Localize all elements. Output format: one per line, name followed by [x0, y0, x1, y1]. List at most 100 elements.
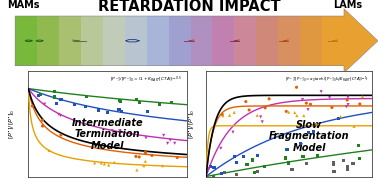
Point: [305, 131, 311, 134]
Point: [219, 172, 225, 175]
Point: [262, 106, 268, 109]
Polygon shape: [37, 16, 59, 66]
Point: [254, 114, 260, 117]
Point: [294, 114, 300, 117]
Point: [164, 142, 170, 145]
Point: [300, 155, 306, 158]
Point: [222, 171, 228, 173]
Polygon shape: [256, 16, 278, 66]
Point: [109, 129, 115, 132]
Polygon shape: [322, 16, 344, 66]
Point: [335, 117, 341, 120]
Polygon shape: [169, 16, 191, 66]
Point: [29, 105, 36, 108]
Point: [226, 114, 232, 117]
Point: [359, 95, 366, 98]
Y-axis label: $[P^{\bullet}]/[P^{\bullet}]_0$: $[P^{\bullet}]/[P^{\bullet}]_0$: [7, 108, 15, 139]
Point: [318, 90, 324, 93]
Point: [307, 103, 313, 106]
Polygon shape: [15, 16, 37, 66]
Point: [117, 130, 123, 132]
Point: [301, 114, 307, 117]
Point: [136, 155, 142, 158]
Point: [311, 130, 317, 133]
Point: [327, 96, 333, 99]
Point: [58, 98, 64, 101]
Point: [240, 155, 246, 158]
Point: [46, 149, 52, 152]
Polygon shape: [300, 16, 322, 66]
Point: [101, 162, 107, 165]
Point: [143, 160, 149, 163]
Polygon shape: [191, 16, 212, 66]
Polygon shape: [103, 16, 125, 66]
Point: [345, 165, 351, 168]
Point: [329, 106, 335, 109]
Point: [249, 159, 255, 161]
Point: [234, 173, 240, 176]
Point: [297, 142, 303, 145]
Point: [266, 97, 272, 100]
Point: [104, 111, 110, 114]
Point: [143, 151, 149, 154]
Point: [167, 139, 173, 142]
Point: [144, 110, 150, 113]
Point: [91, 161, 98, 164]
Polygon shape: [147, 16, 169, 66]
Point: [258, 115, 264, 118]
Point: [39, 119, 45, 122]
Point: [282, 157, 288, 159]
Text: RETARDATION IMPACT: RETARDATION IMPACT: [98, 0, 280, 13]
Point: [283, 148, 289, 151]
Polygon shape: [212, 16, 234, 66]
Point: [134, 169, 140, 171]
Point: [133, 155, 139, 158]
Point: [117, 99, 123, 102]
Point: [246, 108, 252, 111]
Polygon shape: [59, 16, 81, 66]
Point: [234, 161, 240, 164]
Point: [51, 90, 57, 93]
Point: [98, 162, 104, 165]
Text: MAMs: MAMs: [8, 0, 40, 10]
Point: [54, 102, 60, 105]
Point: [286, 111, 292, 114]
Point: [58, 134, 64, 136]
Point: [255, 154, 261, 157]
Polygon shape: [278, 16, 300, 66]
Point: [42, 103, 48, 106]
Text: Intermediate
Termination
Model: Intermediate Termination Model: [72, 118, 144, 151]
Text: $[P^\bullet]/[P^\bullet]_0 = (1+K_{RAFT}[CTA])^{-0.5}$: $[P^\bullet]/[P^\bullet]_0 = (1+K_{RAFT}…: [110, 74, 182, 84]
Point: [357, 102, 363, 105]
Point: [299, 98, 305, 101]
Point: [207, 165, 213, 168]
Y-axis label: $[P^{\bullet}]/[P^{\bullet}]_0$: $[P^{\bullet}]/[P^{\bullet}]_0$: [187, 108, 196, 139]
Point: [206, 167, 212, 170]
Point: [169, 101, 175, 104]
Polygon shape: [234, 16, 256, 66]
Point: [230, 131, 236, 134]
Point: [331, 170, 337, 173]
Point: [331, 163, 337, 166]
Point: [143, 152, 149, 155]
Text: $[P^\bullet]/[P^\bullet]_0 = \alpha_0\tanh([P^\bullet]_0 k_t(K_{RAFT}[CTA])^{-1}: $[P^\bullet]/[P^\bullet]_0 = \alpha_0\ta…: [285, 74, 369, 84]
Point: [118, 110, 124, 113]
Point: [83, 105, 89, 108]
Point: [117, 100, 123, 103]
Point: [356, 157, 363, 160]
Point: [160, 164, 166, 167]
Point: [350, 162, 356, 165]
Point: [303, 102, 309, 105]
Point: [219, 113, 225, 116]
Text: LAMs: LAMs: [333, 0, 362, 10]
Point: [143, 136, 149, 139]
Point: [341, 159, 347, 162]
Point: [232, 155, 238, 158]
Point: [218, 147, 224, 150]
Point: [345, 96, 351, 99]
Point: [289, 168, 295, 171]
Point: [40, 125, 46, 128]
Point: [314, 154, 321, 157]
Point: [36, 94, 42, 97]
Point: [338, 115, 344, 118]
